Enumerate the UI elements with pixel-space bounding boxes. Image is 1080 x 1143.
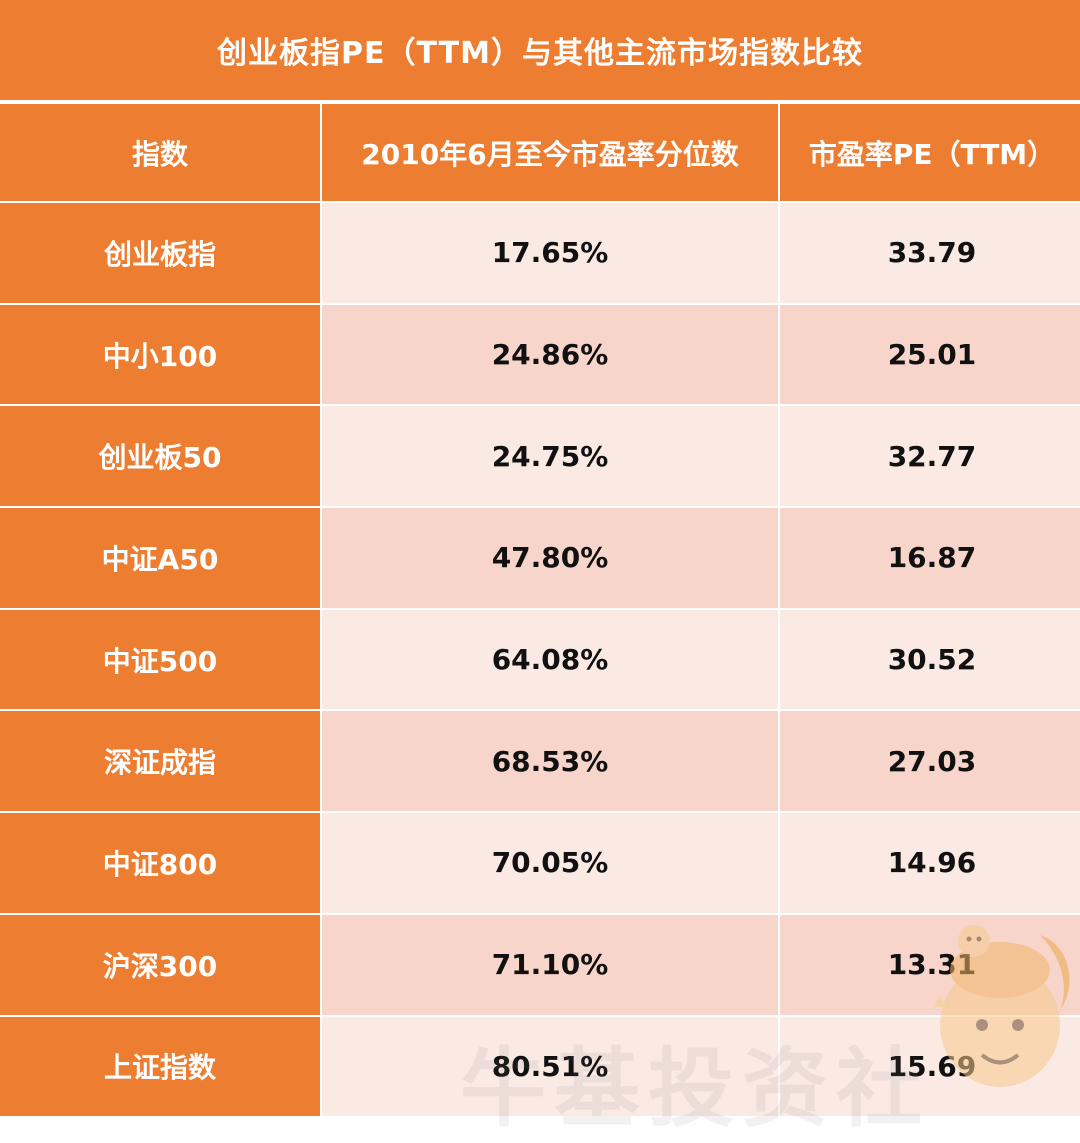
row-percentile: 64.08% xyxy=(322,609,778,710)
table-title: 创业板指PE（TTM）与其他主流市场指数比较 xyxy=(0,0,1080,100)
row-percentile: 80.51% xyxy=(322,1016,778,1117)
row-pe: 30.52 xyxy=(780,609,1080,710)
header-percentile: 2010年6月至今市盈率分位数 xyxy=(322,104,778,201)
row-index-label: 中证A50 xyxy=(0,508,320,608)
row-percentile: 71.10% xyxy=(322,914,778,1015)
row-pe: 25.01 xyxy=(780,304,1080,405)
row-index-label: 创业板50 xyxy=(0,406,320,507)
row-pe: 14.96 xyxy=(780,813,1080,913)
row-percentile: 70.05% xyxy=(322,813,778,913)
data-table: 指数 2010年6月至今市盈率分位数 市盈率PE（TTM） 创业板指 17.65… xyxy=(0,104,1080,1117)
row-index-label: 上证指数 xyxy=(0,1016,320,1117)
row-pe: 32.77 xyxy=(780,406,1080,507)
row-pe: 33.79 xyxy=(780,203,1080,303)
row-index-label: 中证500 xyxy=(0,609,320,710)
row-percentile: 24.86% xyxy=(322,304,778,405)
row-pe: 15.69 xyxy=(780,1016,1080,1117)
row-index-label: 创业板指 xyxy=(0,203,320,303)
row-pe: 13.31 xyxy=(780,914,1080,1015)
header-pe: 市盈率PE（TTM） xyxy=(780,104,1080,201)
row-index-label: 深证成指 xyxy=(0,711,320,812)
row-pe: 27.03 xyxy=(780,711,1080,812)
row-index-label: 中证800 xyxy=(0,813,320,913)
row-percentile: 17.65% xyxy=(322,203,778,303)
row-pe: 16.87 xyxy=(780,508,1080,608)
row-index-label: 中小100 xyxy=(0,304,320,405)
row-index-label: 沪深300 xyxy=(0,914,320,1015)
row-percentile: 47.80% xyxy=(322,508,778,608)
header-index: 指数 xyxy=(0,104,320,201)
row-percentile: 24.75% xyxy=(322,406,778,507)
row-percentile: 68.53% xyxy=(322,711,778,812)
